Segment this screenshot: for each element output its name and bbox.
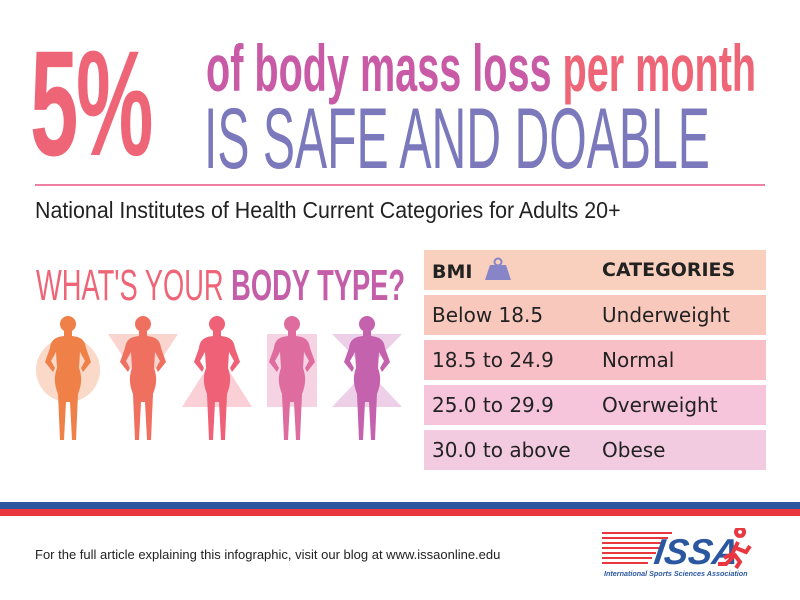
bmi-header: BMI <box>432 257 602 283</box>
bmi-label: BMI <box>432 261 473 283</box>
headline-line1-b: per month <box>562 31 757 105</box>
svg-text:ISSA: ISSA <box>652 531 742 572</box>
bmi-category: Overweight <box>602 393 718 417</box>
table-row: 25.0 to 29.9 Overweight <box>424 385 766 425</box>
question-part-b: BODY TYPE? <box>231 261 406 310</box>
footer-text: For the full article explaining this inf… <box>35 547 501 562</box>
blue-stripe <box>0 502 800 509</box>
red-stripe <box>0 509 800 516</box>
weight-icon <box>485 257 512 280</box>
bmi-category: Normal <box>602 348 675 372</box>
bmi-category: Obese <box>602 438 666 462</box>
table-row: 18.5 to 24.9 Normal <box>424 340 766 380</box>
issa-logo[interactable]: ISSA International Sports Sciences Assoc… <box>600 526 770 578</box>
category-header: CATEGORIES <box>602 259 736 281</box>
bmi-range: 30.0 to above <box>432 438 571 462</box>
headline-line1-a: of body mass loss <box>206 31 552 105</box>
issa-logo-graphic: ISSA International Sports Sciences Assoc… <box>602 526 752 578</box>
svg-text:International Sports Sciences: International Sports Sciences Associatio… <box>604 569 748 578</box>
question-part-a: WHAT'S YOUR <box>36 261 224 310</box>
headline-line1: of body mass loss per month <box>206 35 756 101</box>
body-figure-circle <box>33 312 103 452</box>
bmi-range: 25.0 to 29.9 <box>432 393 554 417</box>
body-type-question: WHAT'S YOUR BODY TYPE? <box>36 262 405 310</box>
body-figure-rectangle <box>257 312 327 452</box>
table-row: 30.0 to above Obese <box>424 430 766 470</box>
bmi-range: 18.5 to 24.9 <box>432 348 554 372</box>
body-figure-inverted-triangle <box>108 312 178 452</box>
table-header: BMI CATEGORIES <box>424 250 766 290</box>
bmi-range: Below 18.5 <box>432 303 544 327</box>
bmi-table: BMI CATEGORIES Below 18.5 Underweight 18.5… <box>424 250 766 475</box>
bmi-category: Underweight <box>602 303 730 327</box>
body-figure-hourglass <box>332 312 402 452</box>
subtitle: National Institutes of Health Current Ca… <box>35 197 621 223</box>
headline-line2: IS SAFE AND DOABLE <box>204 91 710 187</box>
table-row: Below 18.5 Underweight <box>424 295 766 335</box>
body-figure-triangle <box>182 312 252 452</box>
headline-percent: 5% <box>30 19 153 187</box>
divider <box>35 184 765 186</box>
